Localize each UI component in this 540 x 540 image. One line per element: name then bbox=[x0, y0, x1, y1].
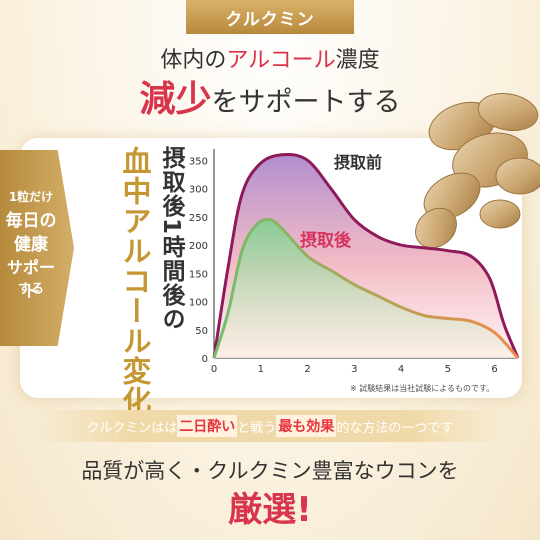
side-badge-line-5: する bbox=[17, 282, 44, 297]
series-label-before: 摂取前 bbox=[334, 153, 382, 172]
side-badge-line-1: 1粒だけ bbox=[8, 190, 54, 204]
y-tick-label: 0 bbox=[202, 354, 208, 365]
x-tick-label: 4 bbox=[398, 364, 404, 375]
title-badge: クルクミン bbox=[186, 0, 354, 34]
series-label-after: 摂取後 bbox=[300, 230, 352, 251]
banner-highlight-2: 最も効果 bbox=[276, 415, 337, 437]
side-badge: 1粒だけ 毎日の 健康 サポート する bbox=[0, 150, 74, 346]
x-tick-label: 0 bbox=[211, 364, 217, 375]
vertical-title-black: 摂取後1時間後の bbox=[158, 146, 184, 332]
y-tick-label: 350 bbox=[189, 156, 208, 167]
headline-line1: 体内のアルコール濃度 bbox=[0, 42, 540, 74]
headline-line1-pre: 体内の bbox=[160, 48, 227, 73]
headline-line2-highlight: 減少 bbox=[139, 79, 212, 120]
y-tick-label: 50 bbox=[195, 326, 208, 337]
banner-text-3: 的な方法の一つです bbox=[336, 420, 454, 436]
side-badge-line-3: 健康 bbox=[14, 235, 48, 255]
side-badge-line-2: 毎日の bbox=[5, 211, 57, 231]
statement-banner: クルクミンはは 二日酔い と戦う 最も効果 的な方法の一つです bbox=[35, 410, 505, 442]
series-line-1 bbox=[212, 153, 520, 359]
series-line-2 bbox=[212, 217, 520, 360]
headline-line1-highlight: アルコール bbox=[226, 48, 336, 73]
side-badge-line-4: サポート bbox=[6, 258, 55, 301]
footer-line2: 厳選! bbox=[228, 490, 312, 530]
banner-highlight-1: 二日酔い bbox=[177, 415, 238, 437]
banner-text-1: クルクミンはは bbox=[86, 420, 178, 436]
x-tick-label: 6 bbox=[491, 364, 497, 375]
headline-line2-post: をサポートする bbox=[211, 87, 401, 118]
y-tick-label: 150 bbox=[189, 269, 208, 280]
x-tick-label: 3 bbox=[351, 364, 357, 375]
y-tick-label: 300 bbox=[189, 185, 208, 196]
banner-text-2: と戦う bbox=[237, 420, 277, 436]
y-tick-label: 200 bbox=[189, 241, 208, 252]
x-tick-label: 2 bbox=[304, 364, 310, 375]
y-tick-label: 250 bbox=[189, 213, 208, 224]
headline-line2: 減少をサポートする bbox=[0, 70, 540, 122]
footer-line1: 品質が高く・クルクミン豊富なウコンを bbox=[81, 459, 459, 483]
footnote: ※ 試験結果は当社試験によるものです。 bbox=[350, 384, 495, 393]
headline-line1-post: 濃度 bbox=[335, 48, 380, 73]
vertical-title-gold: 血中アルコール変化 bbox=[118, 146, 152, 416]
chart-series bbox=[212, 153, 520, 360]
x-tick-label: 5 bbox=[445, 364, 451, 375]
series-area-2 bbox=[214, 219, 518, 358]
y-tick-label: 100 bbox=[189, 298, 208, 309]
x-tick-label: 1 bbox=[258, 364, 264, 375]
